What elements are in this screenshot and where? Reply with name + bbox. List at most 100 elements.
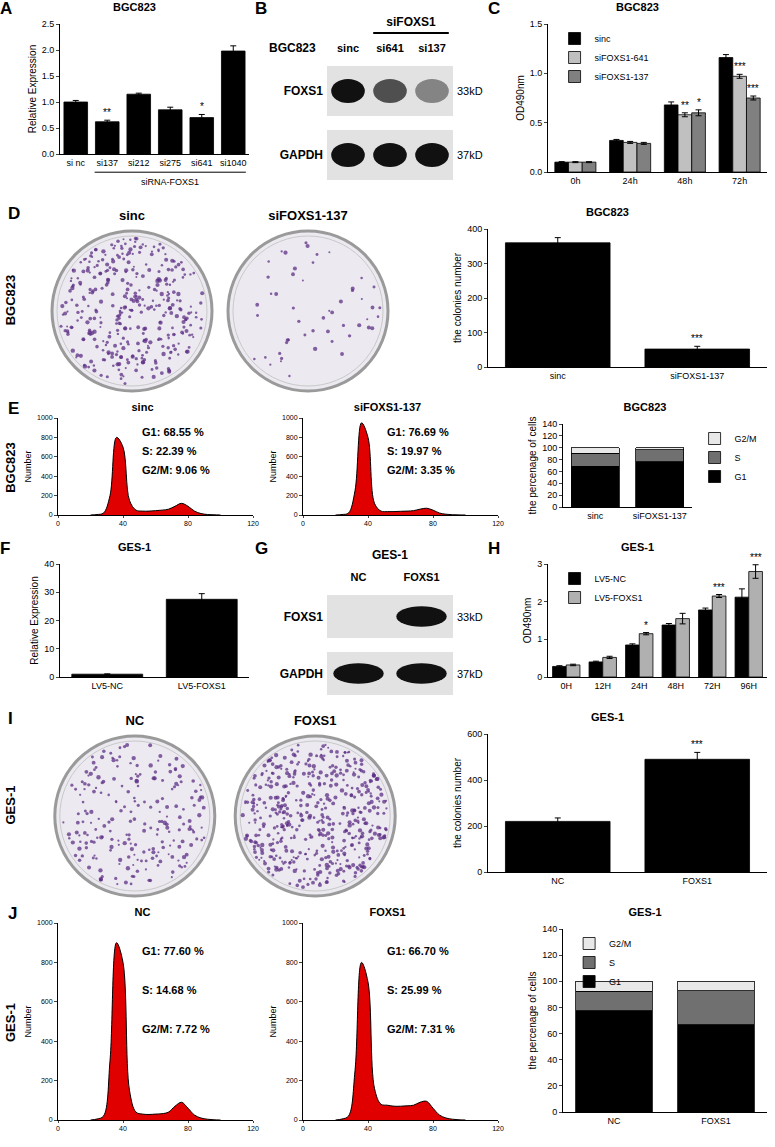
svg-text:G2/M: 7.72 %: G2/M: 7.72 % [142,1023,210,1035]
svg-text:BGC823: BGC823 [586,206,629,218]
svg-text:S: S [609,958,615,968]
svg-text:400: 400 [286,473,298,480]
svg-text:200: 200 [467,821,482,831]
svg-text:0.0: 0.0 [42,149,55,159]
svg-text:0: 0 [56,1125,60,1132]
svg-text:24H: 24H [631,681,648,691]
svg-text:GES-1: GES-1 [372,548,408,562]
svg-text:2.5: 2.5 [42,19,55,29]
svg-text:2: 2 [537,597,542,607]
svg-text:sinc: sinc [119,208,145,223]
svg-text:600: 600 [41,453,53,460]
svg-text:400: 400 [467,775,482,785]
svg-text:**: ** [103,107,111,118]
svg-text:600: 600 [286,998,298,1005]
svg-text:NC: NC [608,1116,621,1126]
svg-text:NC: NC [125,713,144,728]
svg-text:S: 14.68 %: S: 14.68 % [142,984,197,996]
svg-text:400: 400 [467,224,482,234]
svg-text:200: 200 [467,293,482,303]
svg-text:siFOXS1-137: siFOXS1-137 [268,208,348,223]
svg-text:**: ** [681,100,689,111]
svg-text:100: 100 [542,976,557,986]
svg-text:LV5-FOXS1: LV5-FOXS1 [178,681,226,691]
svg-text:0: 0 [477,867,482,877]
svg-text:40: 40 [119,1125,127,1132]
svg-text:si1040: si1040 [220,158,247,168]
svg-text:1000: 1000 [37,919,53,926]
svg-text:1: 1 [537,634,542,644]
svg-text:G2/M: 9.06 %: G2/M: 9.06 % [142,464,210,476]
svg-text:G1: 68.55 %: G1: 68.55 % [142,426,204,438]
svg-text:the colonies number: the colonies number [452,252,463,343]
svg-text:***: *** [691,333,703,344]
svg-text:***: *** [734,61,746,72]
svg-text:2.0: 2.0 [42,45,55,55]
svg-text:72h: 72h [732,176,747,186]
svg-text:1.0: 1.0 [42,97,55,107]
svg-text:the percenage of cells: the percenage of cells [527,417,538,515]
svg-text:140: 140 [542,924,557,934]
svg-text:sinc: sinc [550,371,567,381]
svg-text:the colonies number: the colonies number [452,757,463,848]
svg-text:***: *** [713,582,725,593]
svg-text:200: 200 [286,1077,298,1084]
svg-text:siFOXS1-641: siFOXS1-641 [595,53,649,63]
svg-text:siFOXS1-137: siFOXS1-137 [354,401,421,413]
svg-text:40: 40 [547,478,557,488]
svg-text:400: 400 [41,473,53,480]
svg-text:1000: 1000 [282,919,298,926]
svg-text:the percenage of cells: the percenage of cells [527,972,538,1070]
svg-text:G1: 76.69 %: G1: 76.69 % [387,426,449,438]
svg-text:120: 120 [542,431,557,441]
svg-text:si137: si137 [96,158,118,168]
svg-text:96H: 96H [740,681,757,691]
svg-text:LV5-NC: LV5-NC [92,681,124,691]
svg-text:40: 40 [44,559,54,569]
svg-text:si641: si641 [376,42,404,54]
svg-text:20: 20 [44,616,54,626]
svg-text:G1: G1 [735,472,747,482]
svg-text:BGC823: BGC823 [269,41,316,55]
svg-text:1000: 1000 [37,414,53,421]
svg-text:sinc: sinc [587,511,604,521]
svg-text:***: *** [747,83,759,94]
svg-text:FOXS1: FOXS1 [682,876,712,886]
svg-text:*: * [200,101,204,112]
svg-text:1000: 1000 [282,414,298,421]
svg-text:0: 0 [56,520,60,527]
svg-text:si275: si275 [159,158,181,168]
svg-text:Relative Expression: Relative Expression [27,45,38,133]
svg-text:siRNA-FOXS1: siRNA-FOXS1 [141,177,199,187]
svg-text:FOXS1: FOXS1 [294,713,337,728]
svg-text:140: 140 [542,419,557,429]
svg-text:Relative Expression: Relative Expression [29,576,40,664]
svg-text:0: 0 [294,1116,298,1123]
svg-text:0: 0 [294,511,298,518]
svg-text:100: 100 [467,328,482,338]
svg-text:0: 0 [537,672,542,682]
svg-text:NC: NC [551,876,564,886]
svg-text:600: 600 [467,729,482,739]
svg-text:120: 120 [247,520,259,527]
svg-text:siFOXS1: siFOXS1 [386,15,436,29]
svg-text:*: * [697,97,701,108]
svg-text:80: 80 [429,1125,437,1132]
svg-text:200: 200 [41,1077,53,1084]
svg-text:60: 60 [547,1029,557,1039]
svg-text:Number: Number [268,1005,278,1037]
svg-text:120: 120 [492,520,504,527]
svg-text:1.5: 1.5 [42,71,55,81]
svg-text:GAPDH: GAPDH [280,148,323,162]
svg-text:FOXS1: FOXS1 [701,1116,731,1126]
svg-text:0: 0 [301,1125,305,1132]
svg-text:0: 0 [552,502,557,512]
svg-text:sinc: sinc [595,34,612,44]
svg-text:600: 600 [286,453,298,460]
svg-text:800: 800 [41,434,53,441]
svg-text:0: 0 [477,362,482,372]
svg-text:GES-1: GES-1 [628,906,661,918]
svg-text:NC: NC [351,571,367,583]
svg-text:OD490nm: OD490nm [515,75,526,121]
svg-text:40: 40 [547,1055,557,1065]
